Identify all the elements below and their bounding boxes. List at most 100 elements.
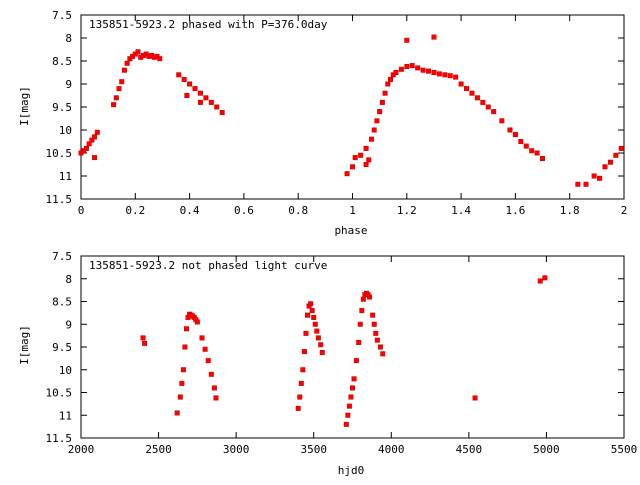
data-point bbox=[404, 37, 410, 43]
data-point bbox=[575, 181, 581, 187]
data-point bbox=[345, 412, 351, 418]
data-point bbox=[374, 118, 380, 124]
data-point bbox=[181, 76, 187, 82]
data-point bbox=[379, 99, 385, 105]
data-point bbox=[607, 159, 613, 165]
data-point bbox=[83, 145, 89, 151]
bottom-x-tick-label: 5000 bbox=[533, 443, 560, 456]
top-x-tick-label: 1.8 bbox=[560, 204, 580, 217]
data-point bbox=[92, 134, 98, 140]
data-point bbox=[542, 275, 548, 281]
data-point bbox=[86, 141, 92, 147]
data-point bbox=[359, 308, 365, 314]
data-point bbox=[491, 109, 497, 115]
data-point bbox=[385, 81, 391, 87]
data-point bbox=[363, 162, 369, 168]
bottom-x-tick-label: 4000 bbox=[378, 443, 405, 456]
data-point bbox=[177, 394, 183, 400]
bottom-y-tick-label: 8 bbox=[65, 273, 72, 286]
data-point bbox=[300, 367, 306, 373]
bottom-y-tick-label: 11 bbox=[59, 409, 72, 422]
data-point bbox=[311, 314, 317, 320]
data-point bbox=[369, 136, 375, 142]
bottom-plot: 2000 2500 3000 3500 4000 4500 5000 5500 7.5 8 8.5 9… bbox=[46, 250, 638, 456]
data-point bbox=[507, 127, 513, 133]
top-y-tick-label: 9.5 bbox=[52, 101, 72, 114]
data-point bbox=[351, 376, 357, 382]
data-point bbox=[380, 351, 386, 357]
top-x-tick-label: 1.6 bbox=[505, 204, 525, 217]
data-point bbox=[518, 139, 524, 145]
data-point bbox=[187, 81, 193, 87]
data-point bbox=[113, 95, 119, 101]
data-point bbox=[367, 294, 373, 300]
bottom-y-tick-label: 10 bbox=[59, 364, 72, 377]
data-point bbox=[194, 319, 200, 325]
data-point bbox=[349, 385, 355, 391]
data-point bbox=[180, 367, 186, 373]
data-point bbox=[426, 68, 432, 74]
top-y-axis-label: I[mag] bbox=[18, 86, 31, 126]
data-point bbox=[297, 394, 303, 400]
data-point bbox=[208, 99, 214, 105]
bottom-x-tick-label: 2500 bbox=[145, 443, 172, 456]
top-y-tick-label: 10.5 bbox=[46, 147, 73, 160]
data-point bbox=[319, 349, 325, 355]
data-point bbox=[591, 173, 597, 179]
data-point bbox=[119, 79, 125, 85]
data-point bbox=[208, 371, 214, 377]
data-point bbox=[197, 99, 203, 105]
data-point bbox=[344, 171, 350, 177]
data-point bbox=[469, 90, 475, 96]
top-y-tick-label: 9 bbox=[65, 78, 72, 91]
data-point bbox=[431, 70, 437, 76]
data-point bbox=[366, 157, 372, 163]
data-point bbox=[537, 278, 543, 284]
data-point bbox=[219, 110, 225, 116]
data-point bbox=[540, 156, 546, 162]
top-x-tick-label: 0.6 bbox=[234, 204, 254, 217]
top-y-tick-label: 11.5 bbox=[46, 193, 73, 206]
bottom-x-tick-label: 3500 bbox=[300, 443, 327, 456]
data-point bbox=[192, 86, 198, 92]
data-point bbox=[613, 152, 619, 158]
data-point bbox=[157, 56, 163, 62]
data-point bbox=[295, 405, 301, 411]
data-point bbox=[308, 301, 314, 307]
data-point bbox=[205, 358, 211, 364]
data-point bbox=[431, 34, 437, 40]
data-point bbox=[458, 81, 464, 87]
data-point bbox=[176, 72, 182, 78]
data-point bbox=[377, 344, 383, 350]
data-point bbox=[202, 346, 208, 352]
top-x-tick-label: 0.2 bbox=[125, 204, 145, 217]
data-point bbox=[436, 71, 442, 77]
data-point bbox=[318, 342, 324, 348]
data-point bbox=[371, 321, 377, 327]
data-point bbox=[472, 395, 478, 401]
data-point bbox=[370, 312, 376, 318]
data-point bbox=[373, 330, 379, 336]
data-point bbox=[485, 104, 491, 110]
data-point bbox=[142, 340, 148, 346]
data-point bbox=[199, 335, 205, 341]
data-point bbox=[474, 95, 480, 101]
data-point bbox=[358, 152, 364, 158]
data-point bbox=[415, 65, 421, 71]
data-point bbox=[360, 296, 366, 302]
data-point bbox=[116, 86, 122, 92]
data-point bbox=[214, 104, 220, 110]
data-point bbox=[409, 63, 415, 69]
bottom-y-tick-label: 7.5 bbox=[52, 250, 72, 263]
top-x-tick-label: 1 bbox=[349, 204, 356, 217]
data-point bbox=[499, 118, 505, 124]
bottom-y-axis-label: I[mag] bbox=[18, 325, 31, 365]
data-point bbox=[529, 148, 535, 154]
data-point bbox=[211, 385, 217, 391]
data-point bbox=[312, 321, 318, 327]
data-point bbox=[357, 321, 363, 327]
top-plot-frame bbox=[80, 14, 625, 200]
data-point bbox=[183, 326, 189, 332]
data-point bbox=[124, 60, 130, 66]
